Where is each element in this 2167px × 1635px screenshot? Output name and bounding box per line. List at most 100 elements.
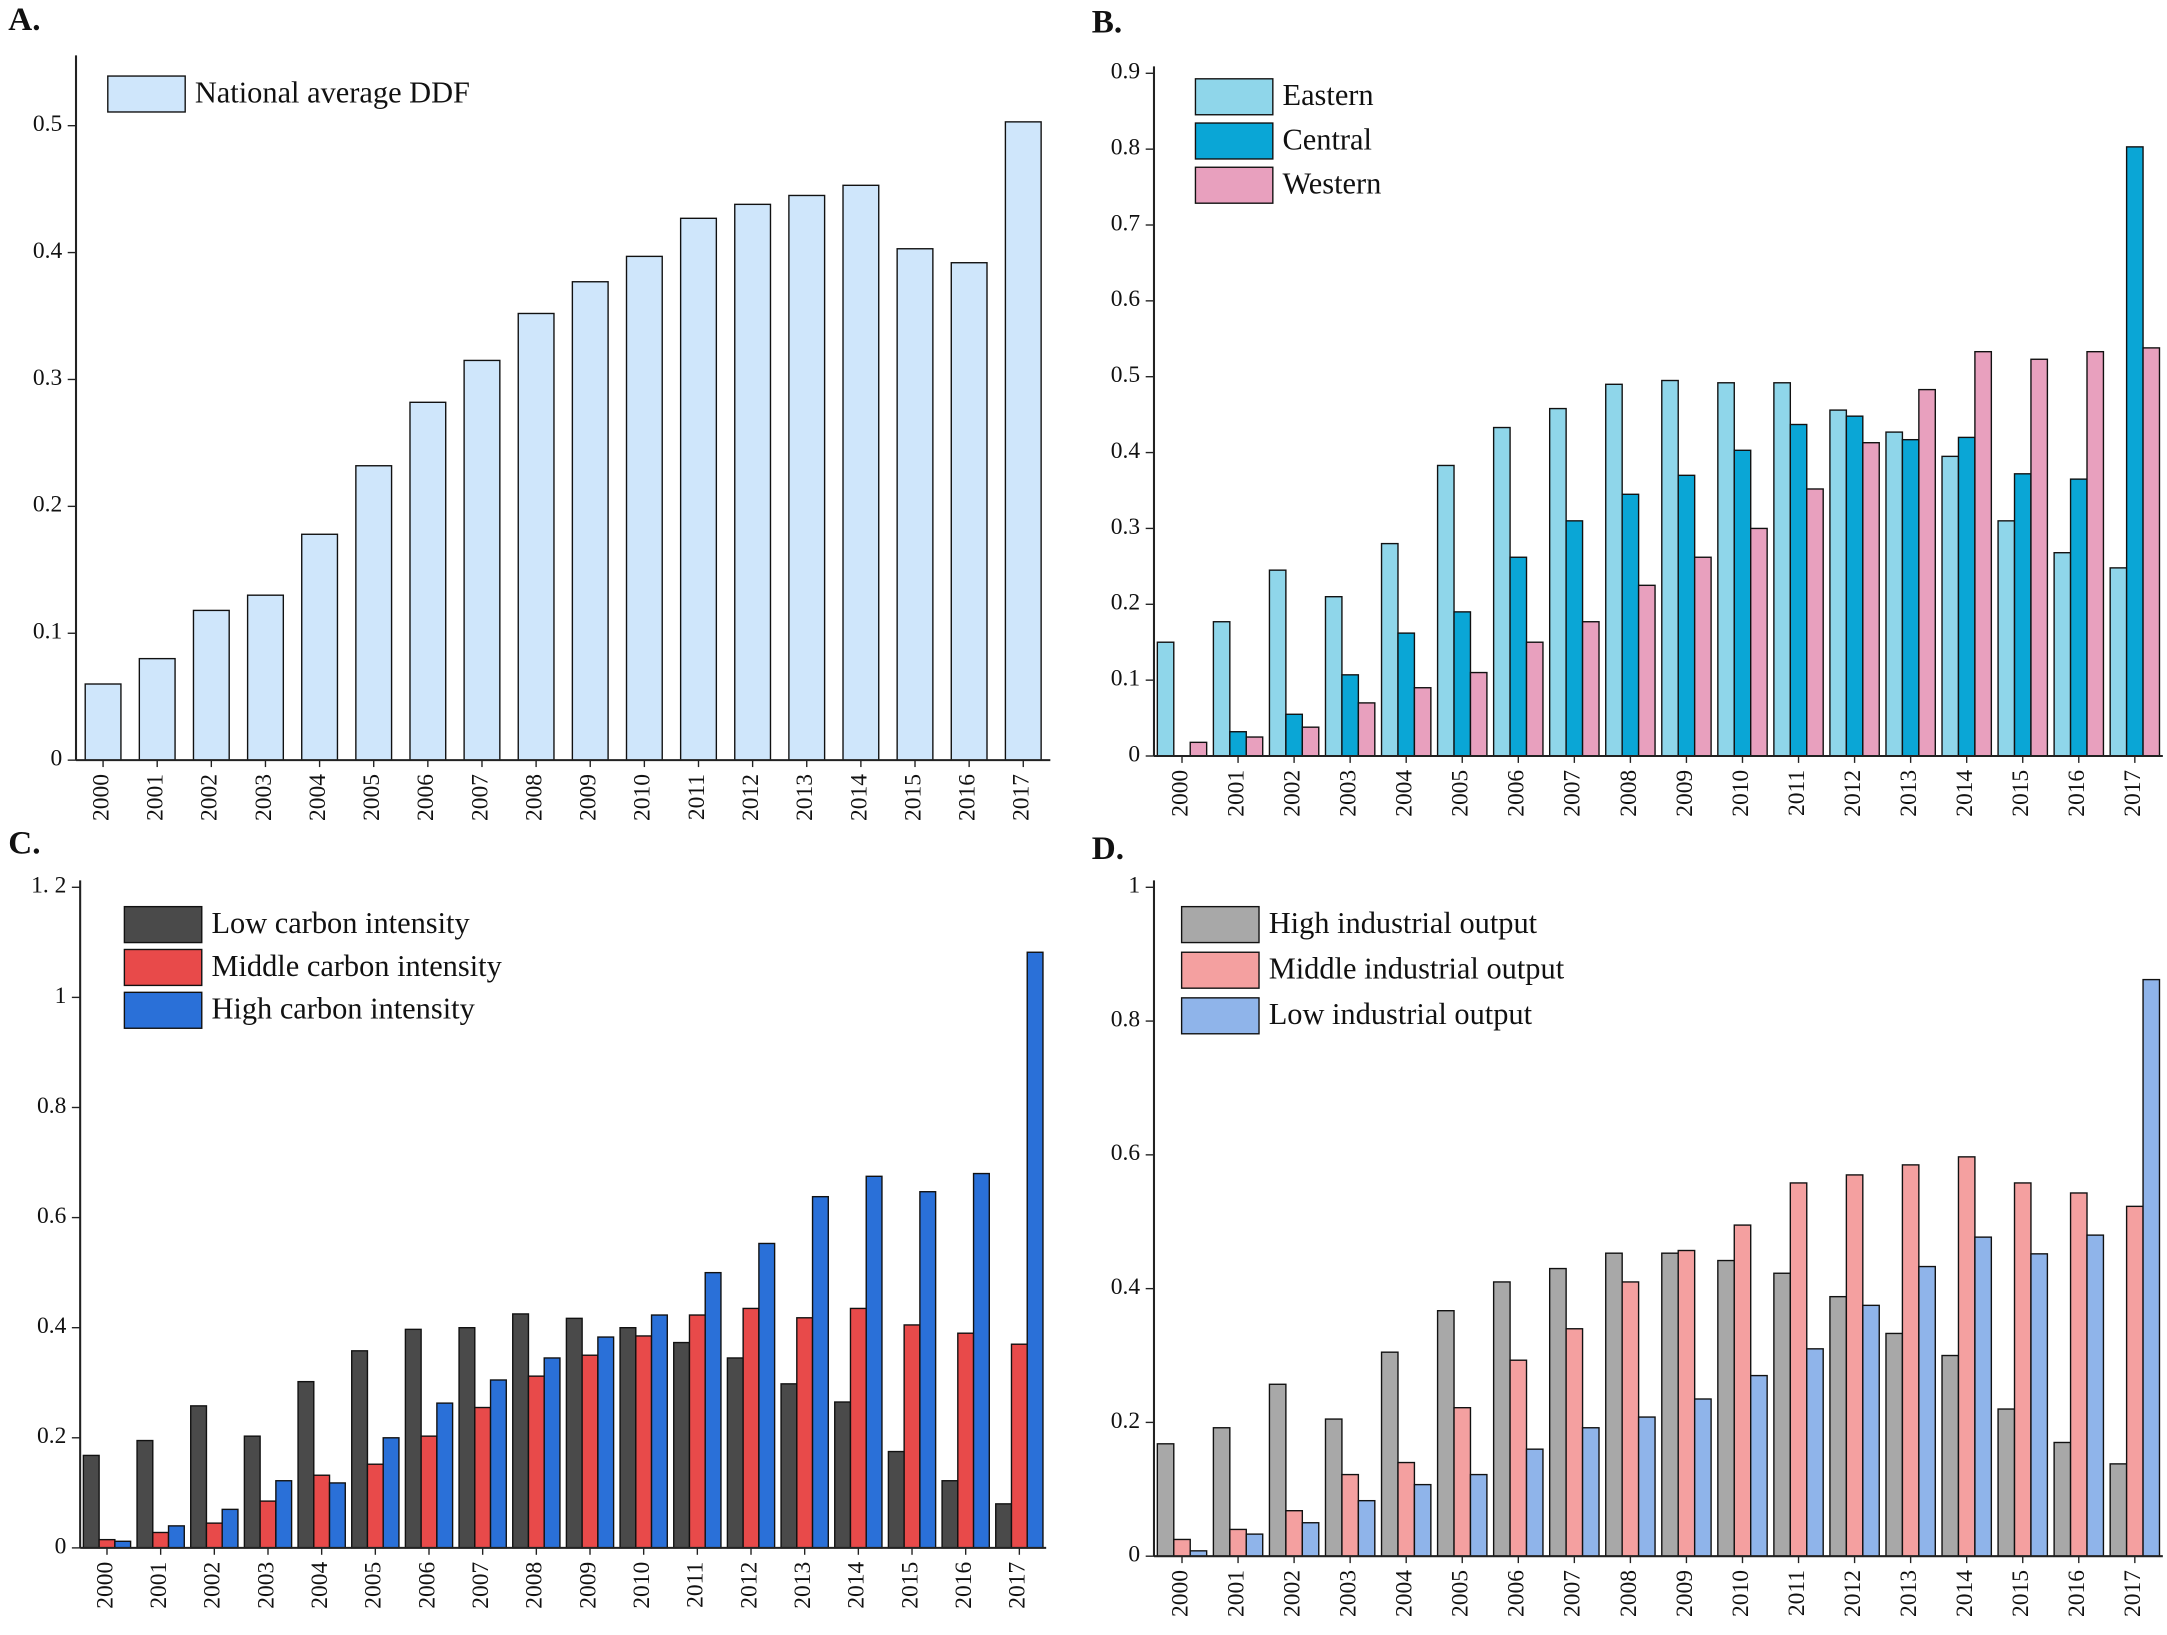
x-tick-label: 2009 [575,1562,601,1609]
bar [275,1480,293,1549]
bar [565,1317,583,1549]
x-tick-label: 2013 [792,774,818,821]
x-tick-label: 2010 [1728,1570,1754,1617]
x-tick-label: 2017 [2120,1570,2146,1617]
bar [1918,1265,1936,1557]
bar [2125,146,2144,757]
bar [619,1327,637,1549]
legend-swatch [1180,997,1260,1035]
bar [1245,1533,1264,1557]
bar [1621,493,1640,757]
y-tick-label: 0.8 [1111,135,1140,161]
bar [1285,713,1304,757]
bar [704,1271,722,1549]
bar [1845,415,1864,757]
x-tick-label: 2000 [1167,770,1193,817]
bar [903,1324,921,1549]
legend-swatch [123,948,203,987]
x-tick-label: 2015 [2008,770,2034,817]
legend-label: Central [1283,122,1372,156]
legend-swatch [1180,951,1260,989]
bar [1918,388,1936,757]
bar [1845,1174,1864,1557]
bar [1693,1398,1712,1557]
bar [1901,1164,1920,1557]
x-tick-label: 2017 [1005,1561,1031,1608]
bar [1341,1473,1360,1557]
bar [571,281,609,761]
bar [1581,1427,1600,1557]
panel-label: B. [1092,4,1122,41]
panel-label: C. [8,824,40,861]
y-tick-label: 0 [50,746,62,772]
bar [1245,736,1264,757]
bar [1548,1267,1567,1557]
x-tick-label: 2005 [361,1562,387,1609]
x-tick-label: 2016 [2064,770,2090,817]
bar [1605,383,1623,757]
x-tick-label: 2014 [1952,1570,1978,1617]
legend-swatch [1180,905,1260,944]
bar [2069,478,2088,757]
y-tick-label: 0.2 [33,492,62,518]
bar [1885,431,1904,757]
bar [957,1332,975,1549]
bar [2030,1253,2049,1557]
legend-swatch [123,991,203,1029]
x-tick-label: 2016 [2064,1570,2090,1617]
x-tick-label: 2003 [1336,770,1362,817]
bar [650,1314,668,1549]
x-tick-label: 2012 [1840,770,1866,817]
legend-label: Middle industrial output [1269,952,1565,986]
bar [192,609,230,761]
y-tick-label: 0.3 [1111,514,1140,540]
bar [1268,1383,1287,1557]
bar [1548,407,1567,757]
bar [1637,584,1656,757]
x-tick-label: 2014 [1952,770,1978,817]
bar [205,1522,223,1549]
legend-label: Eastern [1283,78,1374,112]
bar [1829,409,1848,757]
x-tick-label: 2011 [683,1562,709,1608]
bar [742,1307,760,1549]
bar [1661,379,1679,757]
x-tick-label: 2003 [1336,1570,1362,1617]
bar [1806,1348,1824,1557]
bar [1789,1182,1808,1557]
x-tick-label: 2009 [1672,1570,1698,1617]
bar [2030,358,2049,757]
bar [221,1508,239,1549]
bar [366,1463,384,1549]
x-tick-label: 2007 [1560,770,1586,817]
x-tick-label: 2013 [1896,1570,1922,1617]
y-tick-label: 0.3 [33,365,62,391]
bar [1974,350,1993,757]
y-tick-label: 0.4 [1111,1274,1141,1300]
bar [673,1341,691,1549]
bar [950,262,988,761]
bar [796,1317,814,1549]
bar [301,533,339,761]
bar [625,255,663,761]
bar [436,1402,454,1549]
x-tick-label: 2004 [305,774,331,821]
bar [1436,464,1455,757]
x-tick-label: 2006 [1504,770,1530,817]
bar [1941,455,1960,757]
bar [1974,1236,1993,1557]
bar [246,594,285,761]
y-tick-label: 0.8 [1111,1006,1140,1032]
bar [1324,1418,1343,1557]
x-tick-label: 2009 [1672,770,1698,817]
x-tick-label: 2010 [1728,770,1754,817]
x-tick-label: 2016 [951,1561,977,1608]
bar [243,1435,261,1549]
bar [1324,596,1343,757]
bar [1469,671,1488,757]
y-tick-label: 1 [55,983,67,1009]
bar [1677,1249,1696,1557]
bar [259,1500,277,1549]
